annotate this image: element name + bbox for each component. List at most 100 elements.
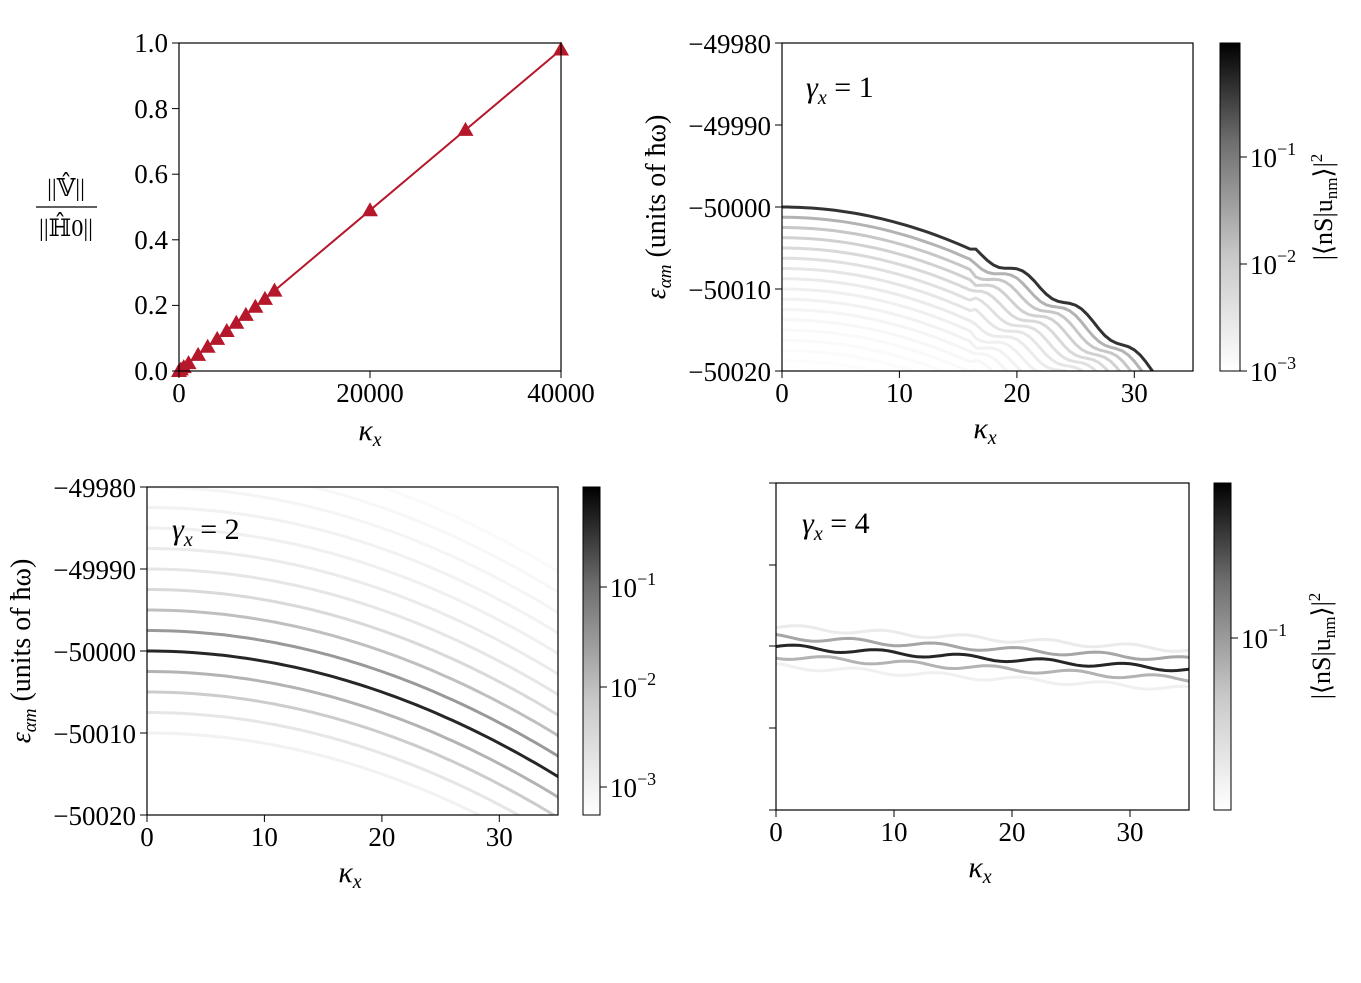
panel-d-xlabel: κx [968,851,991,888]
b-ytick-1: −49990 [688,111,771,141]
panel-a-marks [171,41,569,377]
band-5 [782,256,1098,371]
panel-a-ylabel: ||𝕍̂|| ||ℍ̂0|| [36,172,97,242]
panel-c-annotation: γx = 2 [172,513,240,551]
band-8 [782,287,1041,371]
panel-b-colorbar-label: |⟨nS|unm⟩|2 [1307,154,1341,261]
data-point-9 [237,306,254,321]
a-ytick-5: 1.0 [134,28,168,58]
band-0 [147,649,558,779]
c-ytick-2: −50000 [53,637,136,667]
panel-d-xticks: 0 10 20 30 [769,810,1144,847]
panel-b-xlabel: κx [973,412,996,449]
band-2 [147,608,558,738]
band-14 [782,349,919,371]
c-cbtick-0: 10−1 [610,569,656,603]
b-xtick-3: 30 [1121,378,1148,408]
panel-a-yticks: 0.0 0.2 0.4 0.6 0.8 1.0 [134,28,179,386]
panel-b-bands [782,205,1155,371]
band-11 [147,506,558,635]
band-5 [147,711,522,815]
band-0 [782,205,1155,371]
panel-a-xlabel: κx [358,414,381,451]
d-xtick-0: 0 [769,817,783,847]
panel-c-ylabel: εαm (units of ħω) [6,559,41,744]
panel-c-yticks: −49980 −49990 −50000 −50010 −50020 [53,473,147,831]
panel-a: 0.0 0.2 0.4 0.6 0.8 1.0 0 20000 40000 κx… [36,28,595,451]
band-1 [776,633,1189,661]
c-ytick-4: −50020 [53,801,136,831]
b-ytick-3: −50010 [688,275,771,305]
band-4 [147,690,557,815]
band-4 [776,662,1189,691]
panel-c-xticks: 0 10 20 30 [140,815,513,852]
panel-d: γx = 4 0 10 20 30 κx 10−1 |⟨nS|unm⟩|2 [769,482,1339,888]
a-ytick-2: 0.4 [134,225,168,255]
band-3 [782,236,1122,371]
data-point-12 [266,282,283,297]
ratio-denominator: ||ℍ̂0|| [39,212,93,242]
data-point-10 [247,298,264,313]
a-ytick-0: 0.0 [134,356,168,386]
panel-b: γx = 1 −49980 −49990 −50000 −50010 −5002… [641,29,1341,449]
panel-b-yticks: −49980 −49990 −50000 −50010 −50020 [688,29,782,387]
data-point-13 [362,202,378,217]
band-15 [782,359,882,371]
c-ytick-0: −49980 [53,473,136,503]
band-2 [782,226,1133,371]
band-7 [147,588,558,717]
band-0 [776,643,1189,673]
c-xtick-3: 30 [486,822,513,852]
panel-d-yticks [769,482,776,811]
band-14 [377,487,558,574]
data-point-6 [209,330,226,345]
c-xtick-2: 20 [368,822,395,852]
panel-d-bands [776,624,1189,691]
c-xtick-1: 10 [251,822,278,852]
a-ytick-1: 0.2 [134,290,168,320]
panel-d-colorbar-label: |⟨nS|unm⟩|2 [1305,593,1339,700]
band-3 [147,670,558,799]
data-point-3 [180,355,197,370]
data-point-5 [199,338,216,353]
b-cbtick-1: 10−2 [1250,246,1296,280]
data-point-14 [457,121,474,136]
band-4 [782,246,1110,371]
panel-b-xticks: 0 10 20 30 [775,371,1148,408]
panel-b-ylabel: εαm (units of ħω) [641,115,676,300]
c-xtick-0: 0 [140,822,154,852]
panel-b-annotation: γx = 1 [806,71,874,109]
d-xtick-2: 20 [999,817,1026,847]
data-point-4 [190,346,207,361]
a-ytick-4: 0.8 [134,94,168,124]
band-8 [147,567,558,697]
band-13 [306,487,558,594]
d-cbtick-0: 10−1 [1241,620,1287,654]
c-ytick-1: −49990 [53,555,136,585]
panel-c-bands [147,487,558,815]
b-ytick-4: −50020 [688,357,771,387]
b-xtick-2: 20 [1003,378,1030,408]
band-2 [776,655,1189,683]
a-xtick-0: 0 [172,378,186,408]
panel-c-xlabel: κx [338,856,361,893]
b-xtick-1: 10 [886,378,913,408]
band-12 [782,328,980,371]
b-cbtick-2: 10−3 [1250,353,1296,387]
band-10 [782,308,1009,371]
panel-a-xticks: 0 20000 40000 [172,371,595,408]
band-13 [782,338,947,371]
b-xtick-0: 0 [775,378,789,408]
a-ytick-3: 0.6 [134,159,168,189]
b-ytick-0: −49980 [688,29,771,59]
a-xtick-2: 40000 [527,378,595,408]
c-cbtick-2: 10−3 [610,769,656,803]
band-9 [782,297,1024,371]
data-point-8 [228,314,245,329]
band-12 [147,487,558,615]
ratio-numerator: ||𝕍̂|| [47,172,85,202]
c-ytick-3: −50010 [53,719,136,749]
c-cbtick-1: 10−2 [610,669,656,703]
panel-c-colorbar: 10−1 10−2 10−3 [582,486,656,816]
